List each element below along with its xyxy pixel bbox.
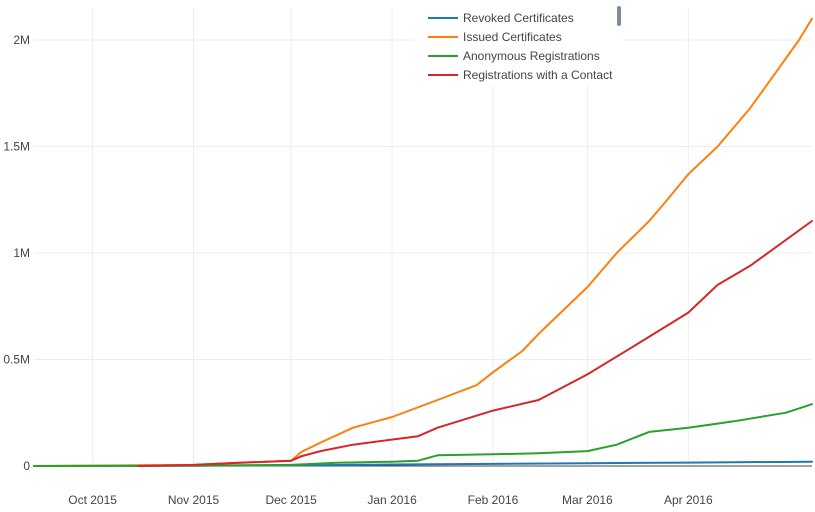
series [33, 17, 813, 467]
axes: Oct 2015 Nov 2015 Dec 2015 Jan 2016 Feb 2016… [3, 33, 812, 507]
legend-label: Issued Certificates [463, 30, 562, 44]
series-line-registrations-with-a-contact [137, 220, 813, 467]
legend[interactable]: Revoked Certificates Issued Certificates A… [414, 4, 624, 86]
y-tick-label: 0 [23, 459, 30, 473]
legend-label: Registrations with a Contact [463, 68, 613, 82]
x-tick-label: Apr 2016 [664, 493, 713, 507]
legend-item-anonymous-registrations[interactable]: Anonymous Registrations [428, 49, 600, 63]
x-tick-label: Dec 2015 [265, 493, 317, 507]
legend-item-revoked-certificates[interactable]: Revoked Certificates [428, 11, 574, 25]
y-tick-label: 1M [13, 246, 30, 260]
series-line-anonymous-registrations [33, 403, 813, 467]
y-tick-label: 1.5M [3, 139, 30, 153]
x-tick-label: Nov 2015 [168, 493, 220, 507]
y-tick-label: 2M [13, 33, 30, 47]
legend-scrollbar[interactable] [617, 6, 621, 26]
y-tick-label: 0.5M [3, 352, 30, 366]
x-tick-label: Jan 2016 [367, 493, 417, 507]
legend-label: Anonymous Registrations [463, 49, 600, 63]
x-tick-label: Oct 2015 [68, 493, 117, 507]
x-tick-label: Feb 2016 [468, 493, 519, 507]
legend-label: Revoked Certificates [463, 11, 574, 25]
legend-item-registrations-with-a-contact[interactable]: Registrations with a Contact [428, 68, 613, 82]
x-tick-label: Mar 2016 [562, 493, 613, 507]
legend-item-issued-certificates[interactable]: Issued Certificates [428, 30, 562, 44]
